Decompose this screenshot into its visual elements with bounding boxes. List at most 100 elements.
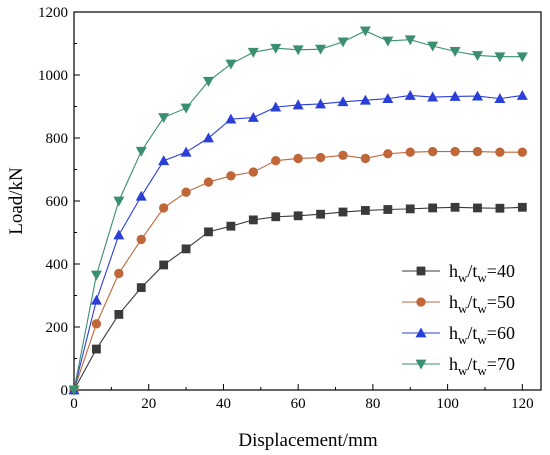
data-point: [360, 153, 371, 164]
data-point: [337, 37, 349, 48]
data-point: [202, 76, 214, 87]
data-point: [113, 229, 125, 240]
data-point: [248, 215, 258, 225]
data-point: [382, 36, 394, 47]
data-point: [428, 203, 438, 213]
data-point: [427, 41, 439, 52]
data-point: [316, 209, 325, 219]
y-tick-label: 800: [46, 131, 69, 147]
data-point: [114, 268, 124, 279]
data-point: [159, 260, 169, 270]
legend-marker: [416, 297, 426, 307]
y-tick-label: 1000: [38, 68, 68, 84]
data-point: [338, 207, 348, 217]
data-point: [293, 153, 303, 164]
y-tick-label: 400: [46, 257, 69, 273]
data-point: [405, 147, 415, 157]
data-point: [471, 51, 483, 61]
legend-item: hw/tw=50: [402, 292, 515, 316]
series-layer: [68, 26, 528, 396]
data-point: [516, 89, 528, 100]
data-point: [495, 147, 505, 157]
data-point: [225, 59, 237, 70]
data-point: [494, 52, 506, 63]
data-point: [114, 310, 124, 319]
data-point: [449, 46, 461, 57]
data-point: [68, 385, 80, 396]
data-point: [359, 94, 371, 105]
data-point: [113, 196, 125, 207]
x-tick-label: 40: [216, 396, 231, 412]
data-point: [90, 270, 102, 281]
data-point: [404, 35, 416, 46]
x-tick-label: 60: [291, 396, 306, 412]
data-point: [427, 146, 438, 157]
data-point: [90, 294, 102, 305]
data-point: [247, 112, 259, 122]
data-point: [248, 167, 259, 177]
data-point: [292, 45, 304, 56]
legend: hw/tw=40 hw/tw=50 hw/tw=60 hw/tw=70: [402, 261, 515, 378]
data-point: [202, 132, 214, 143]
y-tick-label: 600: [46, 194, 69, 210]
x-tick-label: 0: [70, 396, 78, 412]
data-point: [315, 98, 327, 109]
y-tick-label: 1200: [38, 5, 68, 21]
data-point: [92, 344, 101, 354]
data-point: [315, 152, 326, 163]
data-point: [338, 150, 348, 160]
y-axis: 0 200 400 600 800 1000 1200: [38, 5, 80, 399]
data-point: [158, 113, 170, 124]
data-point: [158, 155, 170, 166]
data-point: [136, 234, 146, 245]
data-point: [516, 52, 528, 63]
data-point: [247, 47, 259, 58]
legend-label: hw/tw=40: [449, 261, 515, 285]
data-point: [382, 93, 394, 104]
y-tick-label: 0: [61, 383, 69, 399]
data-point: [181, 244, 191, 254]
series-70: [68, 26, 528, 396]
series-60: [68, 89, 528, 395]
data-point: [271, 156, 281, 166]
data-point: [473, 203, 482, 213]
legend-label: hw/tw=50: [449, 292, 515, 316]
data-point: [361, 206, 370, 215]
data-point: [181, 187, 191, 197]
data-point: [517, 147, 527, 157]
legend-marker: [415, 359, 427, 370]
data-point: [292, 99, 304, 110]
data-point: [517, 202, 527, 212]
data-point: [270, 43, 282, 54]
data-point: [449, 90, 461, 101]
x-axis-title: Displacement/mm: [238, 430, 378, 451]
legend-item: hw/tw=70: [402, 354, 515, 378]
y-axis-title: Load/kN: [6, 167, 27, 235]
legend-marker: [415, 327, 427, 338]
data-point: [180, 146, 192, 157]
data-point: [226, 171, 236, 181]
data-point: [450, 202, 460, 212]
data-point: [204, 227, 213, 237]
data-point: [180, 103, 192, 114]
data-point: [495, 203, 505, 213]
legend-marker: [416, 266, 426, 276]
data-point: [91, 319, 102, 329]
legend-label: hw/tw=70: [449, 354, 515, 378]
x-tick-label: 80: [365, 396, 380, 412]
x-tick-label: 120: [511, 396, 534, 412]
data-point: [404, 89, 416, 100]
data-point: [427, 91, 439, 102]
data-point: [271, 212, 281, 222]
data-point: [293, 211, 303, 221]
data-point: [315, 44, 327, 55]
data-point: [135, 146, 147, 157]
data-point: [472, 146, 483, 157]
data-point: [450, 146, 460, 157]
x-axis: 0 20 40 60 80 100 120: [70, 384, 534, 412]
x-tick-label: 100: [436, 396, 459, 412]
data-point: [405, 204, 415, 214]
data-point: [383, 205, 393, 214]
x-tick-label: 20: [141, 396, 156, 412]
